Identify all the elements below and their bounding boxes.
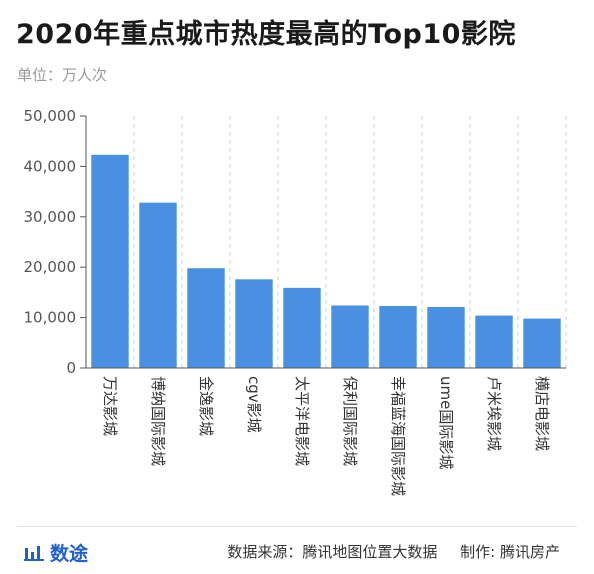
producer: 制作: 腾讯房产 <box>460 543 560 561</box>
y-tick-label: 50,000 <box>24 107 77 125</box>
y-tick-label: 20,000 <box>24 258 77 276</box>
bar <box>187 268 225 368</box>
bar <box>139 202 177 368</box>
footer-divider <box>17 526 577 527</box>
unit-label: 单位：万人次 <box>17 66 108 84</box>
bar <box>379 306 417 368</box>
bar <box>91 154 129 368</box>
bar-chart-logo-icon <box>24 545 44 561</box>
data-source: 数据来源：腾讯地图位置大数据 <box>227 543 438 561</box>
category-label: 金逸影城 <box>197 376 215 436</box>
bar <box>331 305 369 368</box>
category-label: 横店电影城 <box>533 376 551 451</box>
category-label: 幸福蓝海国际影城 <box>389 376 407 496</box>
bar <box>427 307 465 368</box>
bar <box>475 315 513 368</box>
bar <box>283 287 321 368</box>
y-tick-label: 10,000 <box>24 309 77 327</box>
y-tick-label: 30,000 <box>24 208 77 226</box>
brand-logo: 数途 <box>24 539 88 566</box>
bar-chart: 0 10,000 20,000 30,000 40,000 50,000 万达影城 博纳国际影… <box>24 107 567 496</box>
chart-title: 2020年重点城市热度最高的Top10影院 <box>16 19 516 50</box>
category-label: 卢米埃影城 <box>485 376 503 451</box>
y-tick-label: 0 <box>66 359 76 377</box>
y-tick-label: 40,000 <box>24 157 77 175</box>
category-label: cgv影城 <box>245 376 263 433</box>
bar <box>235 279 273 368</box>
category-label: 博纳国际影城 <box>149 376 167 466</box>
category-label: 万达影城 <box>101 376 119 436</box>
footer-credits: 数据来源：腾讯地图位置大数据 制作: 腾讯房产 <box>227 541 560 562</box>
category-label: 太平洋电影城 <box>293 376 311 466</box>
category-label: ume国际影城 <box>437 376 455 469</box>
category-label: 保利国际影城 <box>341 376 359 466</box>
bar <box>523 318 561 368</box>
brand-name: 数途 <box>50 543 89 565</box>
